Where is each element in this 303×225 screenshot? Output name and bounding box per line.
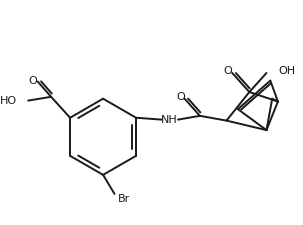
Text: HO: HO (0, 96, 17, 106)
Text: O: O (28, 76, 37, 86)
Text: OH: OH (278, 66, 295, 76)
Text: Br: Br (118, 194, 130, 204)
Text: O: O (223, 66, 232, 76)
Text: O: O (176, 92, 185, 102)
Text: NH: NH (161, 115, 178, 125)
